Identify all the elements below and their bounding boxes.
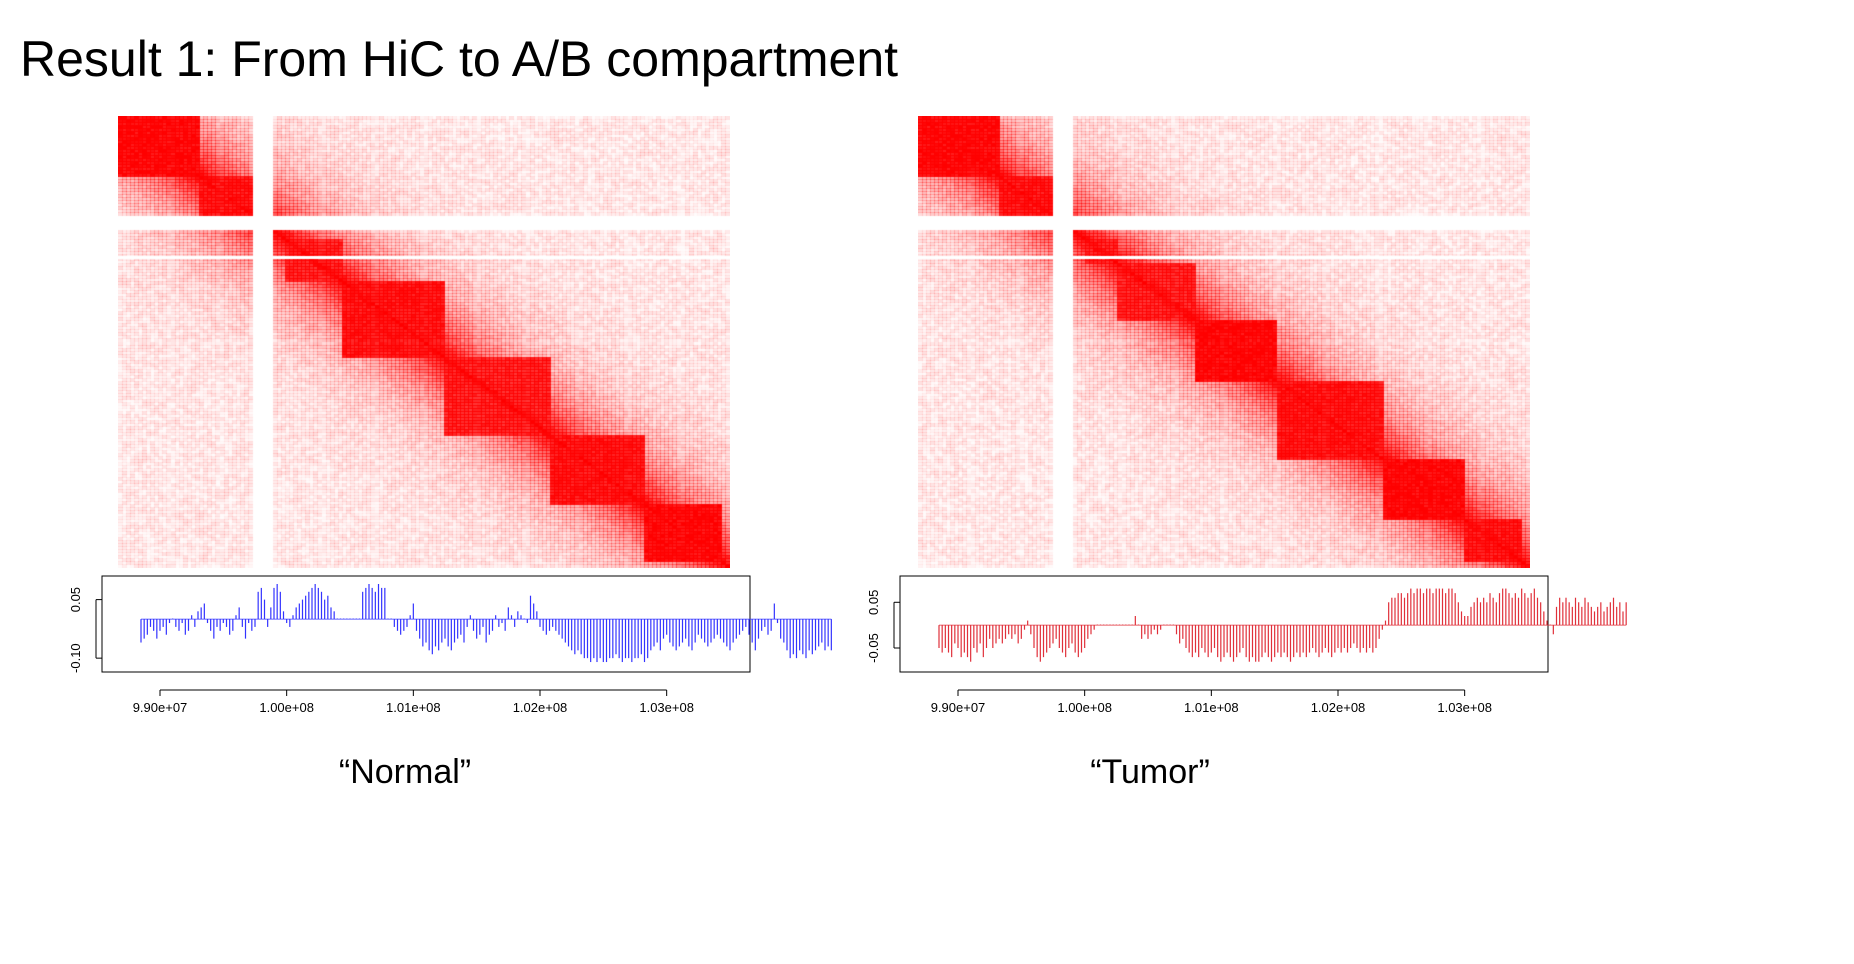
y-tick-label: -0.05	[866, 633, 881, 663]
x-tick-label: 1.00e+08	[1057, 700, 1112, 715]
x-tick-label: 9.90e+07	[133, 700, 188, 715]
x-tick-label: 1.03e+08	[639, 700, 694, 715]
normal-hic-heatmap	[118, 116, 730, 568]
x-tick-label: 1.00e+08	[259, 700, 314, 715]
slide-title: Result 1: From HiC to A/B compartment	[20, 31, 899, 87]
x-tick-label: 1.03e+08	[1437, 700, 1492, 715]
x-tick-label: 9.90e+07	[931, 700, 986, 715]
track-frame	[101, 575, 751, 673]
y-tick-label: 0.05	[68, 587, 83, 612]
x-tick-label: 1.01e+08	[1184, 700, 1239, 715]
x-tick-label: 1.01e+08	[386, 700, 441, 715]
x-tick-label: 1.02e+08	[513, 700, 568, 715]
tumor-hic-heatmap	[918, 116, 1530, 568]
track-frame	[899, 575, 1549, 673]
tumor-caption: “Tumor”	[1090, 753, 1210, 791]
x-tick-label: 1.02e+08	[1311, 700, 1366, 715]
normal-caption: “Normal”	[338, 753, 472, 791]
y-tick-label: -0.10	[68, 643, 83, 673]
y-tick-label: 0.05	[866, 590, 881, 615]
